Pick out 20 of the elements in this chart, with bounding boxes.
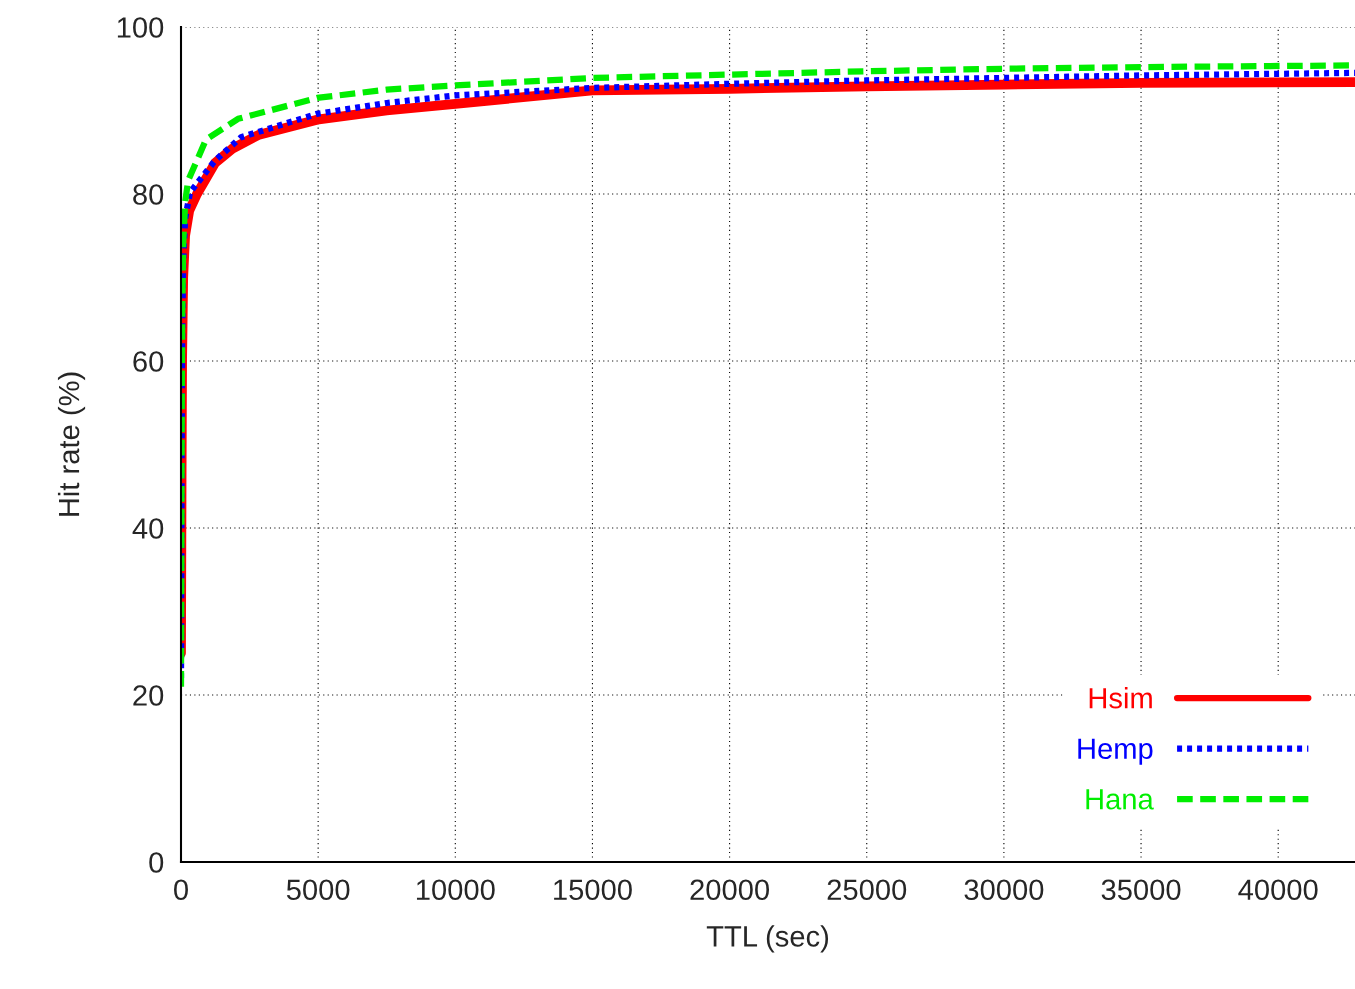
y-axis-title: Hit rate (%) bbox=[57, 372, 86, 516]
x-tick-label: 5000 bbox=[286, 879, 350, 901]
x-tick-label: 20000 bbox=[690, 879, 770, 901]
y-tick-label: 80 bbox=[133, 184, 164, 205]
y-tick-label: 0 bbox=[149, 852, 164, 873]
y-tick-label: 100 bbox=[117, 17, 164, 38]
x-tick-label: 10000 bbox=[416, 879, 495, 901]
x-tick-label: 0 bbox=[174, 879, 188, 901]
y-tick-label: 60 bbox=[133, 351, 164, 372]
legend-label: Hsim bbox=[1089, 687, 1152, 709]
x-tick-label: 40000 bbox=[1238, 879, 1318, 901]
y-tick-label: 20 bbox=[133, 685, 164, 706]
x-tick-label: 25000 bbox=[827, 879, 907, 901]
x-axis-title: TTL (sec) bbox=[706, 925, 829, 953]
x-tick-label: 15000 bbox=[554, 879, 632, 901]
x-tick-label: 30000 bbox=[964, 879, 1044, 901]
x-tick-label: 35000 bbox=[1101, 879, 1181, 901]
legend-label: Hemp bbox=[1078, 738, 1153, 765]
legend-label: Hana bbox=[1086, 789, 1154, 810]
y-tick-label: 40 bbox=[132, 518, 164, 539]
